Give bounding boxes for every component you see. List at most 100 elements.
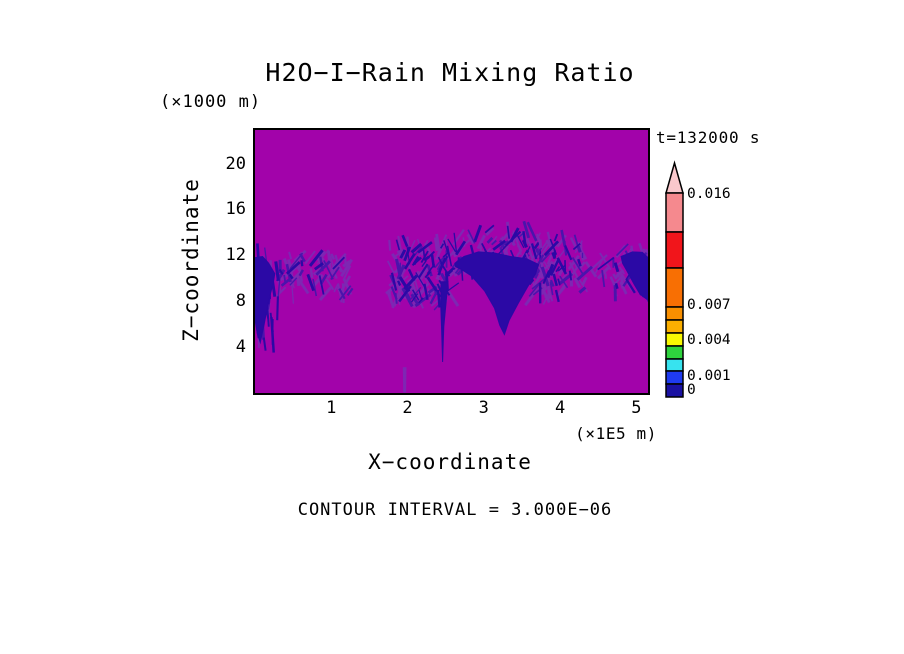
rain-streak <box>528 281 542 297</box>
rain-streak <box>401 287 414 308</box>
y-tick-label: 20 <box>225 153 246 174</box>
rain-streak <box>453 232 458 253</box>
rain-streak <box>579 261 586 269</box>
rain-streak <box>541 287 551 304</box>
colorbar-tick-label: 0.007 <box>687 297 731 313</box>
colorbar-segment <box>665 332 684 347</box>
right-edge-rain-core <box>620 251 648 301</box>
rain-streak <box>262 337 267 351</box>
rain-streak <box>338 285 352 301</box>
rain-streak <box>312 278 318 297</box>
rain-streak <box>278 268 284 275</box>
x-tick-label: 2 <box>402 398 413 418</box>
rain-streak <box>388 239 392 251</box>
rain-streak <box>420 267 429 280</box>
rain-streak <box>315 260 331 276</box>
rain-streak <box>576 245 582 253</box>
rain-streak <box>466 233 475 245</box>
rain-streak <box>429 293 437 305</box>
rain-streak <box>484 224 495 234</box>
rain-streak <box>486 236 494 244</box>
rain-streak <box>424 277 429 284</box>
rain-streak <box>516 234 525 249</box>
rain-streak <box>522 231 527 247</box>
rain-streak <box>435 233 441 251</box>
rain-streak <box>388 289 393 304</box>
rain-streak <box>455 240 467 256</box>
low-faint-fallstreak <box>402 367 407 393</box>
rain-streak <box>522 220 531 239</box>
rain-streak <box>320 273 328 285</box>
rain-streak <box>506 225 511 239</box>
rain-streak <box>618 266 626 275</box>
rain-streak <box>401 234 409 247</box>
rain-streak <box>398 285 412 303</box>
rain-streak <box>427 250 436 259</box>
rain-streak <box>274 261 280 282</box>
central-rain-core <box>454 251 540 336</box>
rain-streak <box>304 250 316 265</box>
rain-streak <box>447 238 457 253</box>
colorbar-segment <box>665 370 684 385</box>
rain-streak <box>533 241 540 250</box>
rain-streak <box>417 263 429 279</box>
rain-streak <box>485 227 495 237</box>
rain-streak <box>500 240 509 248</box>
rain-streak <box>540 266 550 287</box>
rain-streak <box>403 274 419 291</box>
rain-streak <box>318 275 325 295</box>
rain-streak <box>551 251 557 260</box>
colorbar-segment <box>665 345 684 360</box>
rain-streak <box>397 292 401 306</box>
rain-streak <box>406 236 410 246</box>
rain-streak <box>288 273 294 280</box>
rain-streak <box>329 255 334 267</box>
rain-streak <box>300 260 304 267</box>
rain-streak <box>552 273 559 287</box>
rain-streak <box>597 256 615 271</box>
colorbar-tick-label: 0 <box>687 382 696 398</box>
heatmap-plot-area <box>253 128 650 395</box>
y-axis-unit-label: (×1000 m) <box>160 92 262 112</box>
rain-streak <box>543 240 560 257</box>
rain-streak <box>530 243 538 260</box>
y-tick-label: 8 <box>235 291 246 312</box>
rain-streak <box>590 254 608 270</box>
rain-streak <box>399 249 407 259</box>
rain-streak <box>546 263 555 279</box>
rain-streak <box>433 237 439 252</box>
colorbar-segment <box>665 358 684 372</box>
rain-streak <box>395 239 401 251</box>
rain-streak <box>423 255 430 262</box>
rain-streak <box>331 252 347 269</box>
rain-streak <box>313 262 325 271</box>
colorbar-segment <box>665 306 684 321</box>
rain-streak <box>323 260 334 280</box>
rain-streak <box>330 253 336 260</box>
rain-streak <box>564 245 573 261</box>
rain-streak <box>309 268 314 279</box>
rain-streak <box>386 260 395 274</box>
rain-streak <box>445 282 460 293</box>
rain-streak <box>559 275 569 289</box>
rain-streak <box>342 265 352 281</box>
rain-streak <box>577 258 582 267</box>
rain-streak <box>490 235 498 245</box>
colorbar-tick-label: 0.001 <box>687 368 731 384</box>
rain-streak <box>421 259 427 268</box>
rain-streak <box>620 274 625 289</box>
rain-streak <box>549 259 560 276</box>
rain-streak <box>538 239 543 250</box>
x-tick-label: 3 <box>478 398 489 418</box>
rain-streak <box>599 252 612 271</box>
rain-streak <box>601 269 606 288</box>
rain-streak <box>491 239 497 246</box>
rain-streak <box>435 288 442 298</box>
rain-streak <box>341 283 345 304</box>
x-axis-title: X−coordinate <box>368 450 532 474</box>
rain-streak <box>476 234 486 250</box>
heatmap-plot-svg <box>255 130 648 393</box>
rain-streak <box>340 258 353 278</box>
rain-streak <box>573 234 579 247</box>
